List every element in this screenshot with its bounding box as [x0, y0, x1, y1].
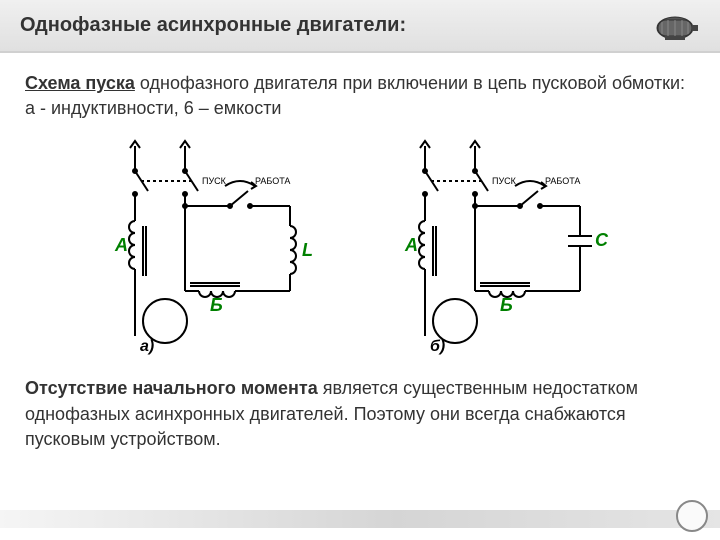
label-a-pusk: ПУСК: [202, 176, 227, 186]
caption-b: б): [430, 338, 445, 355]
motor-icon: [650, 8, 700, 43]
caption-a: а): [140, 338, 154, 355]
bottom-bold: Отсутствие начального момента: [25, 378, 318, 398]
footer-logo-icon: [676, 500, 708, 532]
content: Схема пуска однофазного двигателя при вк…: [0, 53, 720, 470]
bottom-text: Отсутствие начального момента является с…: [25, 376, 695, 452]
circuit-diagram-a: A L Б ПУСК РАБОТА а): [90, 136, 340, 356]
label-b-rabota: РАБОТА: [545, 176, 580, 186]
label-a-start: Б: [210, 295, 223, 315]
subtitle-lead: Схема пуска: [25, 73, 135, 93]
page-title: Однофазные асинхронные двигатели:: [20, 14, 406, 37]
label-b-pusk: ПУСК: [492, 176, 517, 186]
diagram-area: A L Б ПУСК РАБОТА а): [25, 136, 695, 356]
label-b-start: Б: [500, 295, 513, 315]
label-a-main: A: [114, 235, 128, 255]
label-a-rabota: РАБОТА: [255, 176, 290, 186]
footer-band: [0, 510, 720, 528]
label-a-element: L: [302, 240, 313, 260]
circuit-diagram-b: A C Б ПУСК РАБОТА б): [380, 136, 630, 356]
label-b-element: C: [595, 230, 609, 250]
label-b-main: A: [404, 235, 418, 255]
subtitle: Схема пуска однофазного двигателя при вк…: [25, 71, 695, 121]
header: Однофазные асинхронные двигатели:: [0, 0, 720, 53]
